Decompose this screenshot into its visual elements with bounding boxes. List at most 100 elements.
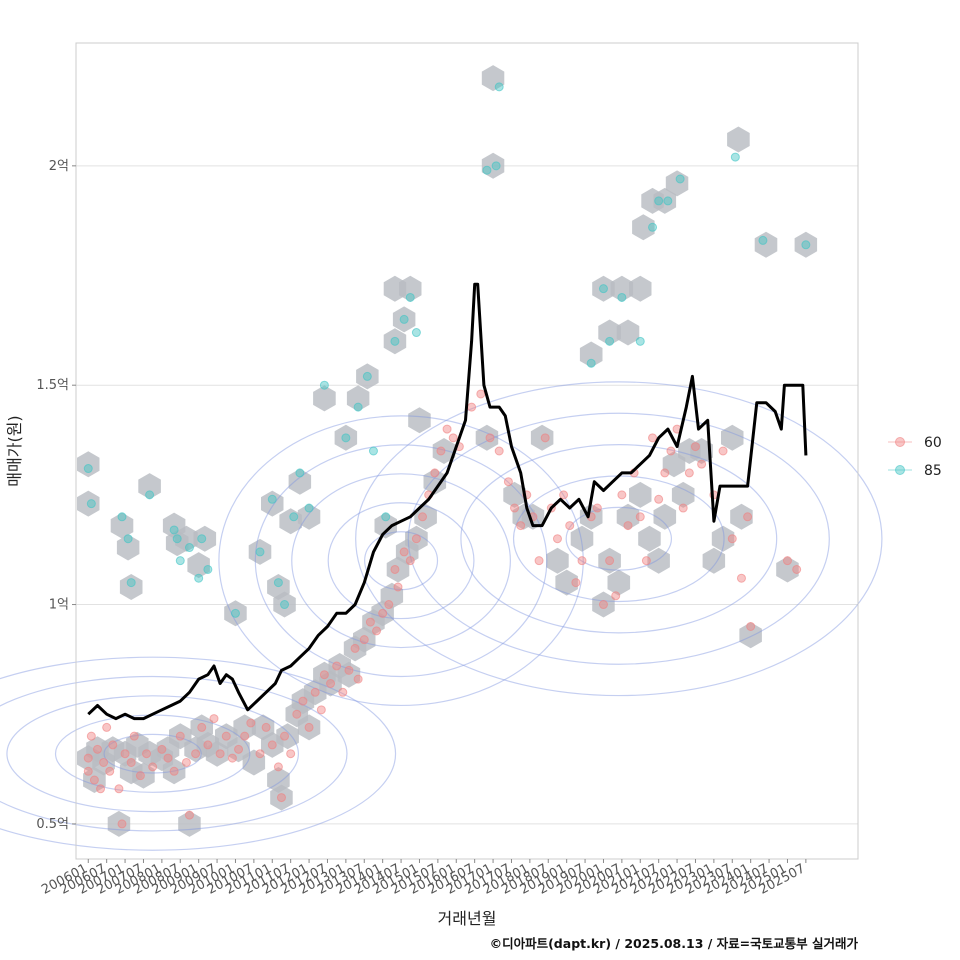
data-point-60 — [108, 740, 118, 750]
legend-key-marker — [895, 465, 905, 475]
hexbin-cell — [616, 319, 640, 346]
data-point-85 — [598, 284, 608, 294]
data-point-60 — [436, 446, 446, 456]
data-point-60 — [448, 433, 458, 443]
hexbin-cell — [754, 231, 778, 258]
data-point-85 — [362, 371, 372, 381]
data-point-60 — [442, 424, 452, 434]
data-point-60 — [641, 556, 651, 566]
data-point-60 — [378, 608, 388, 618]
hexbin-cell — [607, 569, 631, 596]
data-point-85 — [117, 512, 127, 522]
legend: 60 85 — [888, 435, 942, 479]
data-point-85 — [83, 464, 93, 474]
data-point-60 — [83, 766, 93, 776]
density-contour — [355, 381, 883, 697]
density-contour — [0, 656, 397, 851]
data-point-85 — [605, 336, 615, 346]
hexbin-cell — [632, 214, 655, 241]
data-point-85 — [341, 433, 351, 443]
hexbin-cell — [380, 582, 404, 609]
data-point-60 — [743, 512, 753, 522]
hexbin-cell — [653, 187, 677, 214]
data-point-60 — [365, 617, 375, 627]
hexbin-cell — [629, 481, 652, 508]
data-point-60 — [577, 556, 587, 566]
density-contour — [218, 415, 584, 707]
hexbin-cell — [386, 556, 410, 583]
hexbin-cell — [546, 547, 569, 574]
data-point-85 — [280, 600, 290, 610]
data-point-60 — [332, 661, 342, 671]
data-point-60 — [89, 775, 99, 785]
data-point-60 — [255, 749, 265, 759]
data-point-60 — [102, 722, 112, 732]
data-point-60 — [316, 705, 326, 715]
data-point-60 — [792, 564, 802, 574]
data-point-85 — [663, 196, 673, 206]
data-point-60 — [476, 389, 486, 399]
hexbin-cell — [638, 525, 661, 552]
data-point-60 — [605, 556, 615, 566]
data-point-60 — [353, 674, 363, 684]
density-contour — [407, 412, 830, 665]
data-point-60 — [598, 600, 608, 610]
data-point-85 — [617, 292, 627, 302]
data-point-60 — [292, 709, 302, 719]
hexbin-cell — [481, 65, 505, 92]
hexbin-cell — [711, 525, 735, 552]
hexbin-cell — [598, 319, 621, 346]
trend-line-layer — [87, 282, 808, 721]
hexbin-cell — [233, 714, 256, 741]
data-point-85 — [289, 512, 299, 522]
data-point-60 — [203, 740, 213, 750]
data-point-60 — [617, 490, 627, 500]
data-point-85 — [730, 152, 740, 162]
data-point-85 — [319, 380, 329, 390]
data-point-60 — [393, 582, 403, 592]
data-point-60 — [169, 766, 179, 776]
data-point-60 — [338, 687, 348, 697]
data-point-60 — [552, 534, 562, 544]
y-tick-label: 1.5억 — [36, 378, 69, 393]
hexbin-cell — [83, 767, 106, 793]
y-axis-ticks: 0.5억 1억 1.5억 2억 — [36, 159, 76, 832]
data-point-85 — [675, 174, 685, 184]
data-point-60 — [117, 819, 127, 829]
data-point-60 — [485, 433, 495, 443]
data-point-60 — [736, 573, 746, 583]
hexbin-cell — [334, 424, 358, 451]
data-point-60 — [126, 757, 136, 767]
data-point-60 — [221, 731, 231, 741]
data-point-60 — [86, 731, 96, 741]
data-point-60 — [261, 722, 271, 732]
hexbin-cell — [273, 591, 296, 618]
y-tick-label: 1억 — [49, 598, 69, 613]
density-contour — [460, 444, 778, 634]
data-point-85 — [304, 503, 314, 513]
data-point-60 — [276, 793, 286, 803]
data-point-60 — [280, 731, 290, 741]
data-point-85 — [390, 336, 400, 346]
density-contour — [327, 502, 475, 620]
hexbin-cell — [481, 152, 505, 179]
data-point-85 — [381, 512, 391, 522]
hexbin-cell — [592, 591, 615, 618]
data-point-60 — [359, 635, 369, 645]
data-point-85 — [145, 490, 155, 500]
trend-line — [87, 282, 808, 721]
hexbin-cell — [178, 810, 201, 837]
data-point-60 — [120, 749, 130, 759]
legend-label: 85 — [924, 463, 942, 479]
data-point-60 — [350, 643, 360, 653]
data-point-60 — [157, 744, 167, 754]
data-point-60 — [503, 477, 513, 487]
data-point-60 — [298, 696, 308, 706]
data-point-60 — [666, 446, 676, 456]
data-point-60 — [534, 556, 544, 566]
hexbin-cell — [730, 503, 753, 530]
data-point-60 — [648, 433, 658, 443]
hexbin-cell — [162, 758, 186, 785]
data-point-60 — [418, 512, 428, 522]
